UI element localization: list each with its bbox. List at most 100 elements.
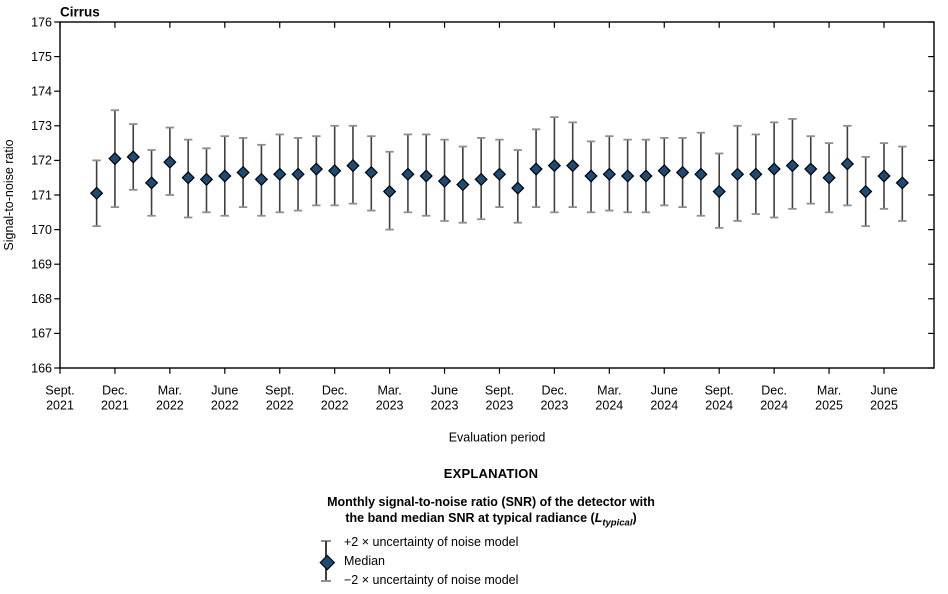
median-point (840, 157, 855, 171)
x-tick-label-month: Sept. (265, 384, 294, 398)
median-point (895, 176, 909, 190)
legend-subtitle-line2: the band median SNR at typical radiance … (345, 510, 637, 529)
median-point (437, 174, 452, 188)
median-point (694, 167, 708, 181)
median-point (144, 176, 159, 190)
y-axis-label: Signal-to-noise ratio (2, 139, 16, 250)
median-point (419, 169, 433, 183)
median-point (547, 158, 562, 173)
median-point (620, 169, 635, 183)
x-tick-label-year: 2024 (595, 399, 623, 413)
median-point (382, 184, 397, 199)
x-tick-label-year: 2025 (870, 399, 898, 413)
median-point (273, 167, 287, 181)
y-tick-label: 172 (31, 154, 52, 168)
x-tick-label-month: June (211, 384, 238, 398)
x-tick-label-month: June (870, 384, 897, 398)
x-tick-label-year: 2024 (760, 399, 788, 413)
y-tick-label: 171 (31, 188, 52, 202)
median-point (749, 167, 763, 181)
x-tick-label-month: Dec. (542, 384, 568, 398)
median-point (309, 162, 324, 176)
median-point (804, 162, 818, 176)
legend-item-median: Median (344, 554, 385, 568)
x-tick-label-year: 2023 (486, 399, 514, 413)
median-point (126, 150, 140, 164)
y-tick-label: 175 (31, 50, 52, 64)
median-point (712, 184, 726, 199)
x-tick-label-month: Sept. (45, 384, 74, 398)
x-tick-label-year: 2021 (101, 399, 129, 413)
explanation-heading: EXPLANATION (443, 466, 539, 481)
median-point (566, 158, 580, 173)
x-tick-label-month: Mar. (377, 384, 401, 398)
y-tick-label: 167 (31, 327, 52, 341)
y-tick-label: 176 (31, 15, 52, 29)
median-point (730, 167, 745, 181)
x-tick-label-year: 2025 (815, 399, 843, 413)
median-point (584, 169, 598, 183)
median-point (859, 184, 873, 199)
median-point (254, 172, 269, 187)
median-point (364, 165, 378, 180)
median-point (767, 162, 781, 176)
median-point (291, 167, 305, 181)
y-tick-label: 173 (31, 119, 52, 133)
x-tick-label-year: 2022 (321, 399, 349, 413)
median-point (639, 169, 653, 183)
median-point (492, 167, 507, 181)
x-tick-label-month: Mar. (597, 384, 621, 398)
median-point (108, 152, 122, 166)
median-point (657, 164, 671, 178)
y-tick-label: 169 (31, 258, 52, 272)
x-tick-label-year: 2024 (650, 399, 678, 413)
median-diamond-icon (319, 554, 335, 570)
median-point (236, 165, 250, 180)
x-tick-label-year: 2022 (156, 399, 184, 413)
x-tick-label-month: Sept. (705, 384, 734, 398)
median-point (511, 181, 525, 195)
x-tick-label-year: 2022 (266, 399, 294, 413)
x-tick-label-year: 2024 (705, 399, 733, 413)
legend-item-plus2: +2 × uncertainty of noise model (344, 535, 519, 549)
median-point (675, 165, 690, 180)
x-tick-label-year: 2023 (540, 399, 568, 413)
median-point (602, 167, 616, 181)
legend-subtitle-line1: Monthly signal-to-noise ratio (SNR) of t… (327, 495, 655, 509)
median-point (218, 169, 232, 183)
median-point (346, 158, 360, 173)
x-tick-label-month: Dec. (322, 384, 348, 398)
x-tick-label-year: 2023 (376, 399, 404, 413)
plot-border (59, 21, 935, 369)
x-tick-label-month: June (431, 384, 458, 398)
x-tick-label-year: 2023 (431, 399, 459, 413)
x-tick-label-year: 2022 (211, 399, 239, 413)
x-axis-label: Evaluation period (449, 431, 546, 445)
legend-item-minus2: −2 × uncertainty of noise model (344, 573, 519, 587)
median-point (822, 171, 836, 185)
median-point (456, 177, 470, 192)
median-point (474, 172, 488, 187)
x-tick-label-month: June (651, 384, 678, 398)
errorbar-legend-symbol (319, 533, 335, 585)
legend-subtitle: Monthly signal-to-noise ratio (SNR) of t… (0, 495, 948, 531)
x-tick-label-year: 2021 (46, 399, 74, 413)
y-tick-label: 168 (31, 292, 52, 306)
median-point (163, 155, 177, 169)
plus2-cap-icon (321, 540, 331, 542)
y-tick-label: 170 (31, 223, 52, 237)
y-tick-label: 166 (31, 361, 52, 375)
median-point (401, 167, 415, 181)
median-point (529, 162, 543, 176)
y-tick-label: 174 (31, 85, 52, 99)
x-tick-label-month: Sept. (485, 384, 514, 398)
minus2-cap-icon (321, 580, 331, 582)
median-point (877, 169, 891, 183)
x-tick-label-month: Dec. (102, 384, 128, 398)
x-tick-label-month: Mar. (817, 384, 841, 398)
x-tick-label-month: Dec. (761, 384, 787, 398)
legend-key: +2 × uncertainty of noise model Median −… (319, 533, 518, 590)
median-point (181, 171, 195, 185)
snr-chart: 176175174173172171170169168167166Sept.20… (2, 5, 935, 445)
